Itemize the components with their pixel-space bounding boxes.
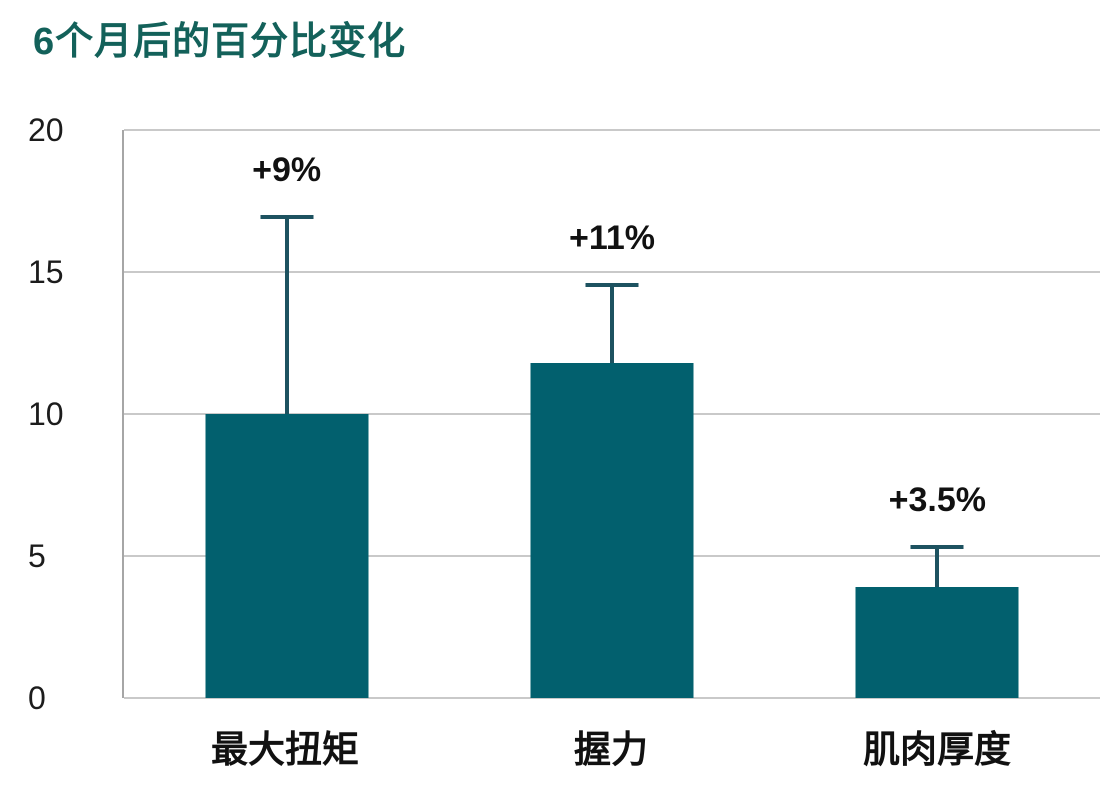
bar-value-label-3: +3.5% xyxy=(888,480,986,519)
y-axis: 0 5 10 15 20 xyxy=(28,114,108,714)
bar-value-label-2: +11% xyxy=(568,219,655,258)
x-tick-label-2: 握力 xyxy=(574,729,648,770)
bar-value-label-1: +9% xyxy=(252,151,322,190)
y-tick-label-15: 15 xyxy=(28,254,64,290)
error-bar-cap-2 xyxy=(585,283,639,288)
x-tick-label-3: 肌肉厚度 xyxy=(863,729,1011,770)
y-tick-label-20: 20 xyxy=(28,112,64,148)
bar-group-1: +9% xyxy=(124,130,449,698)
error-bar-stem-3 xyxy=(935,544,940,588)
x-tick-label-1: 最大扭矩 xyxy=(211,729,359,770)
error-bar-stem-1 xyxy=(284,215,289,414)
gridline-20 xyxy=(124,129,1100,131)
error-bar-cap-3 xyxy=(910,544,964,549)
x-axis: 最大扭矩 握力 肌肉厚度 xyxy=(122,729,1100,771)
bar-2 xyxy=(530,362,694,698)
chart-title: 6个月后的百分比变化 xyxy=(33,21,407,63)
error-bar-stem-2 xyxy=(609,283,614,363)
y-tick-label-10: 10 xyxy=(28,396,64,432)
y-tick-label-5: 5 xyxy=(28,538,46,574)
bar-group-2: +11% xyxy=(449,130,774,698)
bar-group-3: +3.5% xyxy=(775,130,1100,698)
plot-area: +9% +11% +3.5% xyxy=(122,129,1100,699)
gridline-0 xyxy=(124,697,1100,699)
bar-1 xyxy=(205,414,369,698)
y-tick-label-0: 0 xyxy=(28,680,46,716)
bar-3 xyxy=(855,587,1019,698)
error-bar-cap-1 xyxy=(260,215,314,220)
gridline-15 xyxy=(124,271,1100,273)
